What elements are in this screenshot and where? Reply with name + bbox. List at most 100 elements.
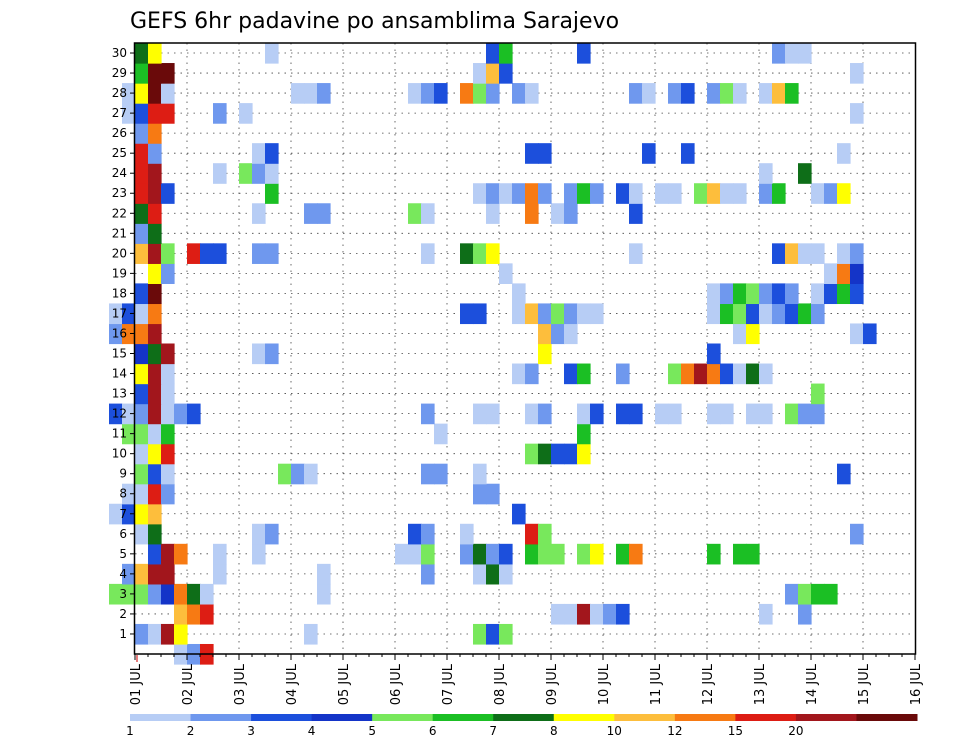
colorbar-label: 2 — [187, 724, 195, 738]
heatmap-cell — [499, 43, 513, 64]
heatmap-cell — [291, 83, 305, 104]
heatmap-cell — [590, 183, 604, 204]
heatmap-cell — [746, 403, 760, 425]
heatmap-cell — [148, 503, 162, 525]
heatmap-cell — [252, 143, 266, 164]
heatmap-cell — [174, 543, 188, 565]
y-axis-ticks: 1234567891011121314151617181920212223242… — [112, 46, 135, 641]
heatmap-cell — [135, 143, 149, 164]
y-tick-label: 9 — [119, 467, 127, 481]
heatmap-cell — [213, 103, 227, 124]
heatmap-cell — [720, 363, 734, 385]
heatmap-cell — [655, 403, 669, 425]
heatmap-cell — [135, 343, 149, 365]
heatmap-cell — [135, 363, 149, 385]
colorbar-label: 7 — [489, 724, 497, 738]
heatmap-cell — [148, 103, 162, 124]
y-tick-label: 25 — [112, 146, 127, 160]
x-tick-label: 12 JUL — [701, 663, 716, 705]
heatmap-cell — [408, 83, 422, 104]
heatmap-cell — [135, 383, 149, 405]
heatmap-cell — [577, 43, 591, 64]
heatmap-cell — [200, 603, 214, 625]
heatmap-cell — [538, 303, 552, 325]
heatmap-cell — [109, 583, 123, 605]
heatmap-cell — [486, 403, 500, 425]
heatmap-cell — [616, 363, 630, 385]
heatmap-cell — [564, 443, 578, 465]
heatmap-cell — [720, 183, 734, 204]
heatmap-cell — [122, 583, 136, 605]
heatmap-cell — [759, 403, 773, 425]
heatmap-cell — [135, 583, 149, 605]
x-tick-label: 03 JUL — [233, 663, 248, 705]
heatmap-cell — [486, 623, 500, 645]
heatmap-cell — [135, 243, 149, 264]
y-tick-label: 23 — [112, 186, 127, 200]
heatmap-cell — [421, 203, 435, 224]
heatmap-cell — [512, 503, 526, 525]
heatmap-cell — [720, 303, 734, 325]
heatmap-cell — [135, 403, 149, 425]
heatmap-cell — [161, 243, 175, 264]
x-tick-label: 09 JUL — [545, 663, 560, 705]
heatmap-cell — [512, 363, 526, 385]
heatmap-cell — [694, 363, 708, 385]
heatmap-cell — [148, 523, 162, 545]
heatmap-cell — [772, 183, 786, 204]
colorbar-label: 3 — [247, 724, 255, 738]
y-tick-label: 2 — [119, 607, 127, 621]
heatmap-cell — [291, 463, 305, 485]
heatmap-cell — [421, 543, 435, 565]
heatmap-cell — [213, 163, 227, 184]
heatmap-cell — [122, 503, 136, 525]
heatmap-cell — [616, 543, 630, 565]
y-tick-label: 10 — [112, 447, 127, 461]
heatmap-cell — [551, 203, 565, 224]
heatmap-cell — [837, 243, 851, 264]
colorbar-swatch — [311, 714, 373, 721]
heatmap-cell — [265, 343, 279, 365]
heatmap-cell — [668, 183, 682, 204]
heatmap-cell — [460, 543, 474, 565]
heatmap-cell — [148, 583, 162, 605]
heatmap-cell — [148, 123, 162, 144]
heatmap-cell — [473, 543, 487, 565]
heatmap-cell — [148, 83, 162, 104]
heatmap-cell — [538, 183, 552, 204]
x-tick-label: 08 JUL — [493, 663, 508, 705]
heatmap-cell — [473, 183, 487, 204]
heatmap-cell — [135, 183, 149, 204]
heatmap-cell — [174, 623, 188, 645]
heatmap-cell — [252, 543, 266, 565]
colorbar-label: 6 — [429, 724, 437, 738]
heatmap-cell — [629, 183, 643, 204]
heatmap-cell — [590, 303, 604, 325]
heatmap-cell — [161, 83, 175, 104]
heatmap-cell — [785, 243, 799, 264]
heatmap-cell — [278, 463, 292, 485]
heatmap-cell — [460, 523, 474, 545]
heatmap-cell — [746, 303, 760, 325]
heatmap-cell — [798, 583, 812, 605]
heatmap-cell — [148, 43, 162, 64]
heatmap-cell — [707, 83, 721, 104]
x-tick-label: 07 JUL — [441, 663, 456, 705]
heatmap-cell — [616, 403, 630, 425]
heatmap-cell — [746, 323, 760, 345]
heatmap-cell — [499, 563, 513, 585]
heatmap-cell — [122, 103, 136, 124]
heatmap-cell — [421, 83, 435, 104]
heatmap-cell — [772, 283, 786, 305]
heatmap-cell — [785, 583, 799, 605]
colorbar-label: 1 — [126, 724, 134, 738]
heatmap-cell — [707, 183, 721, 204]
heatmap-cell — [733, 543, 747, 565]
heatmap-cell — [759, 183, 773, 204]
heatmap-cell — [421, 463, 435, 485]
heatmap-cell — [473, 83, 487, 104]
heatmap-cell — [525, 83, 539, 104]
heatmap-cell — [525, 523, 539, 545]
heatmap-cell — [252, 163, 266, 184]
heatmap-cell — [239, 163, 253, 184]
